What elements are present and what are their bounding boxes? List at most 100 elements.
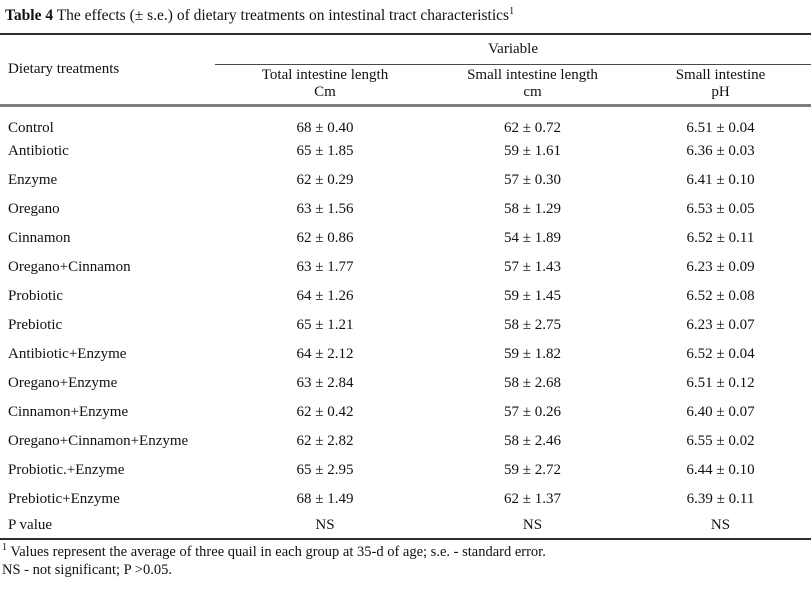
- table-row: Prebiotic 65 ± 1.21 58 ± 2.75 6.23 ± 0.0…: [0, 311, 811, 340]
- small-intestine-ph-cell: 6.52 ± 0.11: [686, 229, 755, 246]
- total-intestine-length-cell: 62 ± 0.42: [296, 403, 354, 420]
- small-intestine-length-cell: 59 ± 2.72: [504, 461, 561, 478]
- small-intestine-length-cell: 57 ± 0.26: [504, 403, 561, 420]
- total-intestine-length-cell: 68 ± 0.40: [296, 119, 354, 136]
- table-row: Prebiotic+Enzyme 68 ± 1.49 62 ± 1.37 6.3…: [0, 485, 811, 514]
- small-intestine-length-cell: 57 ± 0.30: [504, 171, 561, 188]
- table-caption: The effects (± s.e.) of dietary treatmen…: [53, 7, 510, 24]
- treatment-cell: Enzyme: [8, 171, 58, 188]
- column-name: Total intestine length: [261, 66, 389, 83]
- variable-group-header: Variable: [215, 34, 811, 65]
- total-intestine-length-cell: 65 ± 1.21: [296, 316, 354, 333]
- treatment-cell: Antibiotic+Enzyme: [8, 345, 127, 362]
- small-intestine-ph-cell: 6.44 ± 0.10: [686, 461, 755, 478]
- total-intestine-length-header: Total intestine length Cm: [215, 64, 435, 107]
- total-intestine-length-cell: 64 ± 1.26: [296, 287, 354, 304]
- treatment-cell: Oregano+Cinnamon+Enzyme: [8, 432, 189, 449]
- treatment-cell: Cinnamon: [8, 229, 71, 246]
- table-row: Oregano 63 ± 1.56 58 ± 1.29 6.53 ± 0.05: [0, 195, 811, 224]
- small-intestine-length-cell: 62 ± 0.72: [504, 119, 561, 136]
- small-intestine-ph-cell: 6.40 ± 0.07: [686, 403, 755, 420]
- table-row: Oregano+Enzyme 63 ± 2.84 58 ± 2.68 6.51 …: [0, 369, 811, 398]
- table-row: Probiotic.+Enzyme 65 ± 2.95 59 ± 2.72 6.…: [0, 456, 811, 485]
- small-intestine-length-cell: NS: [435, 513, 630, 540]
- total-intestine-length-cell: 65 ± 2.95: [296, 461, 354, 478]
- total-intestine-length-cell: 63 ± 2.84: [296, 374, 354, 391]
- group-header-row: Dietary treatments Variable: [0, 34, 811, 107]
- small-intestine-length-cell: 54 ± 1.89: [504, 229, 561, 246]
- treatment-cell: Control: [8, 119, 54, 136]
- footnotes: 1 Values represent the average of three …: [0, 540, 811, 579]
- table-row: Antibiotic+Enzyme 64 ± 2.12 59 ± 1.82 6.…: [0, 340, 811, 369]
- column-unit: cm: [523, 83, 542, 100]
- small-intestine-length-cell: 58 ± 2.46: [504, 432, 561, 449]
- column-header-row: Total intestine length Cm Small intestin…: [0, 64, 811, 107]
- small-intestine-length-cell: 58 ± 2.68: [504, 374, 561, 391]
- treatment-cell: Oregano: [8, 200, 60, 217]
- small-intestine-length-header: Small intestine length cm: [435, 64, 630, 107]
- treatment-cell: P value: [0, 513, 215, 540]
- total-intestine-length-cell: 68 ± 1.49: [296, 490, 354, 507]
- column-name: Small intestine length: [467, 66, 598, 83]
- small-intestine-ph-cell: NS: [630, 513, 811, 540]
- small-intestine-ph-cell: 6.39 ± 0.11: [686, 490, 755, 507]
- total-intestine-length-cell: 65 ± 1.85: [296, 142, 354, 159]
- treatment-cell: Oregano+Enzyme: [8, 374, 118, 391]
- dietary-treatments-header: Dietary treatments: [0, 34, 215, 107]
- treatment-cell: Oregano+Cinnamon: [8, 258, 131, 275]
- small-intestine-ph-cell: 6.55 ± 0.02: [686, 432, 755, 449]
- total-intestine-length-cell: 63 ± 1.56: [296, 200, 354, 217]
- small-intestine-ph-cell: 6.52 ± 0.08: [686, 287, 755, 304]
- total-intestine-length-cell: NS: [215, 513, 435, 540]
- column-name: Small intestine: [675, 66, 766, 83]
- treatment-cell: Antibiotic: [8, 142, 69, 159]
- total-intestine-length-cell: 62 ± 0.29: [296, 171, 354, 188]
- total-intestine-length-cell: 62 ± 0.86: [296, 229, 354, 246]
- total-intestine-length-cell: 64 ± 2.12: [296, 345, 354, 362]
- small-intestine-ph-cell: 6.51 ± 0.12: [686, 374, 755, 391]
- small-intestine-ph-header: Small intestine pH: [630, 64, 811, 107]
- small-intestine-ph-cell: 6.52 ± 0.04: [686, 345, 755, 362]
- title-footnote-marker: 1: [509, 5, 515, 17]
- table-row: Oregano+Cinnamon+Enzyme 62 ± 2.82 58 ± 2…: [0, 427, 811, 456]
- small-intestine-length-cell: 58 ± 2.75: [504, 316, 561, 333]
- footnote-line-1: 1 Values represent the average of three …: [2, 541, 807, 561]
- total-intestine-length-cell: 63 ± 1.77: [296, 258, 354, 275]
- table-row: Cinnamon 62 ± 0.86 54 ± 1.89 6.52 ± 0.11: [0, 224, 811, 253]
- table-row: P value NS NS NS: [0, 513, 811, 540]
- total-intestine-length-cell: 62 ± 2.82: [296, 432, 354, 449]
- column-unit: Cm: [314, 83, 336, 100]
- table-title: Table 4 The effects (± s.e.) of dietary …: [0, 0, 811, 33]
- table-row: Oregano+Cinnamon 63 ± 1.77 57 ± 1.43 6.2…: [0, 253, 811, 282]
- small-intestine-ph-cell: 6.23 ± 0.09: [686, 258, 755, 275]
- footnote-line-2: NS - not significant; P >0.05.: [2, 561, 172, 578]
- small-intestine-ph-cell: 6.53 ± 0.05: [686, 200, 755, 217]
- treatment-cell: Prebiotic: [8, 316, 63, 333]
- treatment-cell: Probiotic.+Enzyme: [8, 461, 125, 478]
- column-unit: pH: [711, 83, 730, 100]
- effects-table: Dietary treatments Variable Total intest…: [0, 33, 811, 540]
- table-row: Probiotic 64 ± 1.26 59 ± 1.45 6.52 ± 0.0…: [0, 282, 811, 311]
- treatment-cell: Cinnamon+Enzyme: [8, 403, 129, 420]
- small-intestine-length-cell: 58 ± 1.29: [504, 200, 561, 217]
- table-row: Cinnamon+Enzyme 62 ± 0.42 57 ± 0.26 6.40…: [0, 398, 811, 427]
- treatment-cell: Probiotic: [8, 287, 63, 304]
- table-row: Enzyme 62 ± 0.29 57 ± 0.30 6.41 ± 0.10: [0, 166, 811, 195]
- small-intestine-ph-cell: 6.23 ± 0.07: [686, 316, 755, 333]
- table-row: Antibiotic 65 ± 1.85 59 ± 1.61 6.36 ± 0.…: [0, 137, 811, 166]
- footnote-text: Values represent the average of three qu…: [7, 543, 546, 560]
- footnote-marker: 1: [2, 541, 7, 553]
- small-intestine-ph-cell: 6.41 ± 0.10: [686, 171, 755, 188]
- table-number: Table 4: [5, 7, 54, 24]
- small-intestine-length-cell: 59 ± 1.82: [504, 345, 561, 362]
- table-body: Control 68 ± 0.40 62 ± 0.72 6.51 ± 0.04 …: [0, 105, 811, 540]
- small-intestine-ph-cell: 6.36 ± 0.03: [686, 142, 755, 159]
- treatment-cell: Prebiotic+Enzyme: [8, 490, 120, 507]
- small-intestine-length-cell: 59 ± 1.45: [504, 287, 561, 304]
- small-intestine-length-cell: 57 ± 1.43: [504, 258, 561, 275]
- small-intestine-ph-cell: 6.51 ± 0.04: [686, 119, 755, 136]
- small-intestine-length-cell: 62 ± 1.37: [504, 490, 561, 507]
- table-header: Dietary treatments Variable Total intest…: [0, 34, 811, 107]
- table-row: Control 68 ± 0.40 62 ± 0.72 6.51 ± 0.04: [0, 105, 811, 137]
